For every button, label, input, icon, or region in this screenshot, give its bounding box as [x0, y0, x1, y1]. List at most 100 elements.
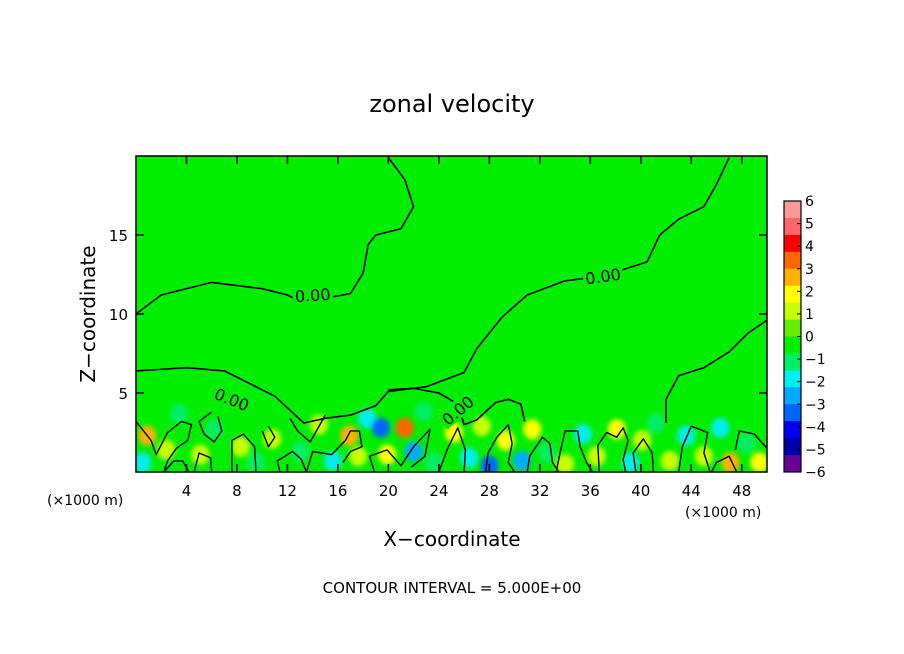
field-anomaly — [523, 419, 542, 440]
field-anomaly — [721, 452, 740, 472]
field-anomaly — [157, 439, 176, 460]
field-anomaly — [191, 444, 210, 465]
chart-title: zonal velocity — [369, 90, 534, 118]
x-tick-label: 48 — [732, 482, 751, 500]
contour-loop — [136, 420, 193, 472]
field-anomaly — [231, 436, 250, 457]
contour-loop — [368, 428, 431, 472]
colorbar-swatch — [784, 234, 801, 253]
field-anomaly — [480, 455, 499, 472]
colorbar-swatch — [784, 336, 801, 354]
contour-loop — [193, 452, 213, 472]
colorbar-swatch — [784, 404, 801, 422]
contour-label-bg — [210, 382, 255, 415]
contour-label-bg — [581, 263, 624, 287]
contour-line — [136, 157, 730, 424]
contour-line — [388, 387, 526, 426]
x-units-right: (×1000 m) — [685, 505, 761, 521]
contour-loop — [484, 423, 516, 472]
field-anomaly — [357, 408, 376, 429]
field-anomaly — [169, 403, 188, 424]
field-anomaly — [538, 443, 557, 464]
y-axis-label: Z−coordinate — [76, 245, 100, 382]
contour-loop — [734, 430, 767, 451]
field-anomaly — [395, 417, 414, 438]
field-anomaly — [513, 450, 532, 471]
contour-loop — [555, 430, 594, 472]
field-anomaly — [646, 413, 665, 434]
x-tick-label: 40 — [631, 482, 650, 500]
colorbar-tick-label: 5 — [805, 217, 814, 233]
colorbar-swatch — [784, 285, 801, 304]
colorbar-tick-label: −1 — [805, 352, 826, 368]
contour-loop — [678, 425, 711, 472]
field-anomaly — [660, 450, 679, 471]
x-tick-label: 32 — [530, 482, 549, 500]
x-axis-label: X−coordinate — [383, 527, 520, 551]
contour-label: 0.00 — [294, 285, 331, 306]
contour-loop — [632, 438, 655, 472]
field-anomaly — [460, 447, 479, 468]
x-tick-label: 36 — [581, 482, 600, 500]
x-tick-label: 4 — [182, 482, 192, 500]
x-tick-label: 12 — [278, 482, 297, 500]
field-anomaly — [607, 419, 626, 440]
plot-area: 0.000.000.00 0.00 4 8 12 16 20 24 28 32 36 40 44 485… — [109, 155, 768, 500]
contour-loop — [198, 411, 223, 443]
colorbar-tick-label: −5 — [805, 442, 826, 458]
colorbar-tick-label: 0 — [805, 330, 814, 346]
colorbar-tick-label: 6 — [805, 194, 814, 210]
contour-loop — [305, 430, 363, 472]
x-tick-label: 20 — [379, 482, 398, 500]
field-anomaly — [349, 446, 368, 467]
contour-loop — [231, 433, 257, 472]
contour-loop — [526, 436, 560, 472]
y-tick-label: 15 — [109, 227, 128, 245]
contour-loop — [289, 414, 326, 443]
colorbar-swatch — [784, 251, 801, 270]
colorbar-tick-label: −6 — [805, 465, 826, 481]
x-units-left: (×1000 m) — [47, 493, 123, 509]
colorbar: 6 5 4 3 2 1 0 −1 −2 −3 −4 −5 −6 — [783, 194, 826, 481]
field-anomaly — [694, 446, 713, 467]
colorbar-tick-label: 3 — [805, 262, 814, 278]
colorbar-swatch — [784, 455, 801, 473]
colorbar-swatch — [784, 217, 801, 236]
colorbar-swatch — [784, 353, 801, 371]
colorbar-tick-label: 1 — [805, 307, 814, 323]
colorbar-tick-label: −3 — [805, 397, 826, 413]
colorbar-swatch — [784, 319, 801, 337]
x-tick-label: 28 — [480, 482, 499, 500]
colorbar-tick-label: 2 — [805, 284, 814, 300]
field-anomaly — [136, 452, 152, 472]
colorbar-swatch — [784, 302, 801, 321]
colorbar-tick-label: 4 — [805, 239, 814, 255]
field-anomaly — [414, 401, 433, 422]
contour-label: 0.00 — [584, 265, 622, 289]
colorbar-swatch — [784, 268, 801, 287]
field-anomaly — [291, 441, 310, 462]
y-tick-label: 10 — [109, 306, 128, 324]
field-anomaly — [556, 454, 575, 472]
contour-loop — [438, 427, 467, 472]
colorbar-tick-label: −2 — [805, 375, 826, 391]
y-tick-label: 5 — [118, 385, 128, 403]
colorbar-swatch — [784, 421, 801, 439]
contour-label-bg — [436, 389, 479, 430]
colorbar-swatch — [784, 201, 801, 219]
field-anomaly — [472, 416, 491, 437]
field-anomaly — [573, 424, 592, 445]
contour-interval-note: CONTOUR INTERVAL = 5.000E+00 — [323, 579, 582, 597]
field-anomaly — [378, 444, 397, 465]
x-tick-label: 44 — [682, 482, 701, 500]
contour-label-bg — [292, 283, 334, 305]
colorbar-swatch — [784, 387, 801, 405]
colorbar-swatch — [784, 370, 801, 388]
contour-loop — [597, 427, 629, 472]
field-anomaly — [737, 433, 756, 454]
field-anomaly — [371, 417, 390, 438]
contour-line — [665, 319, 767, 423]
colorbar-tick-label: −4 — [805, 420, 826, 436]
colorbar-swatch — [784, 438, 801, 456]
